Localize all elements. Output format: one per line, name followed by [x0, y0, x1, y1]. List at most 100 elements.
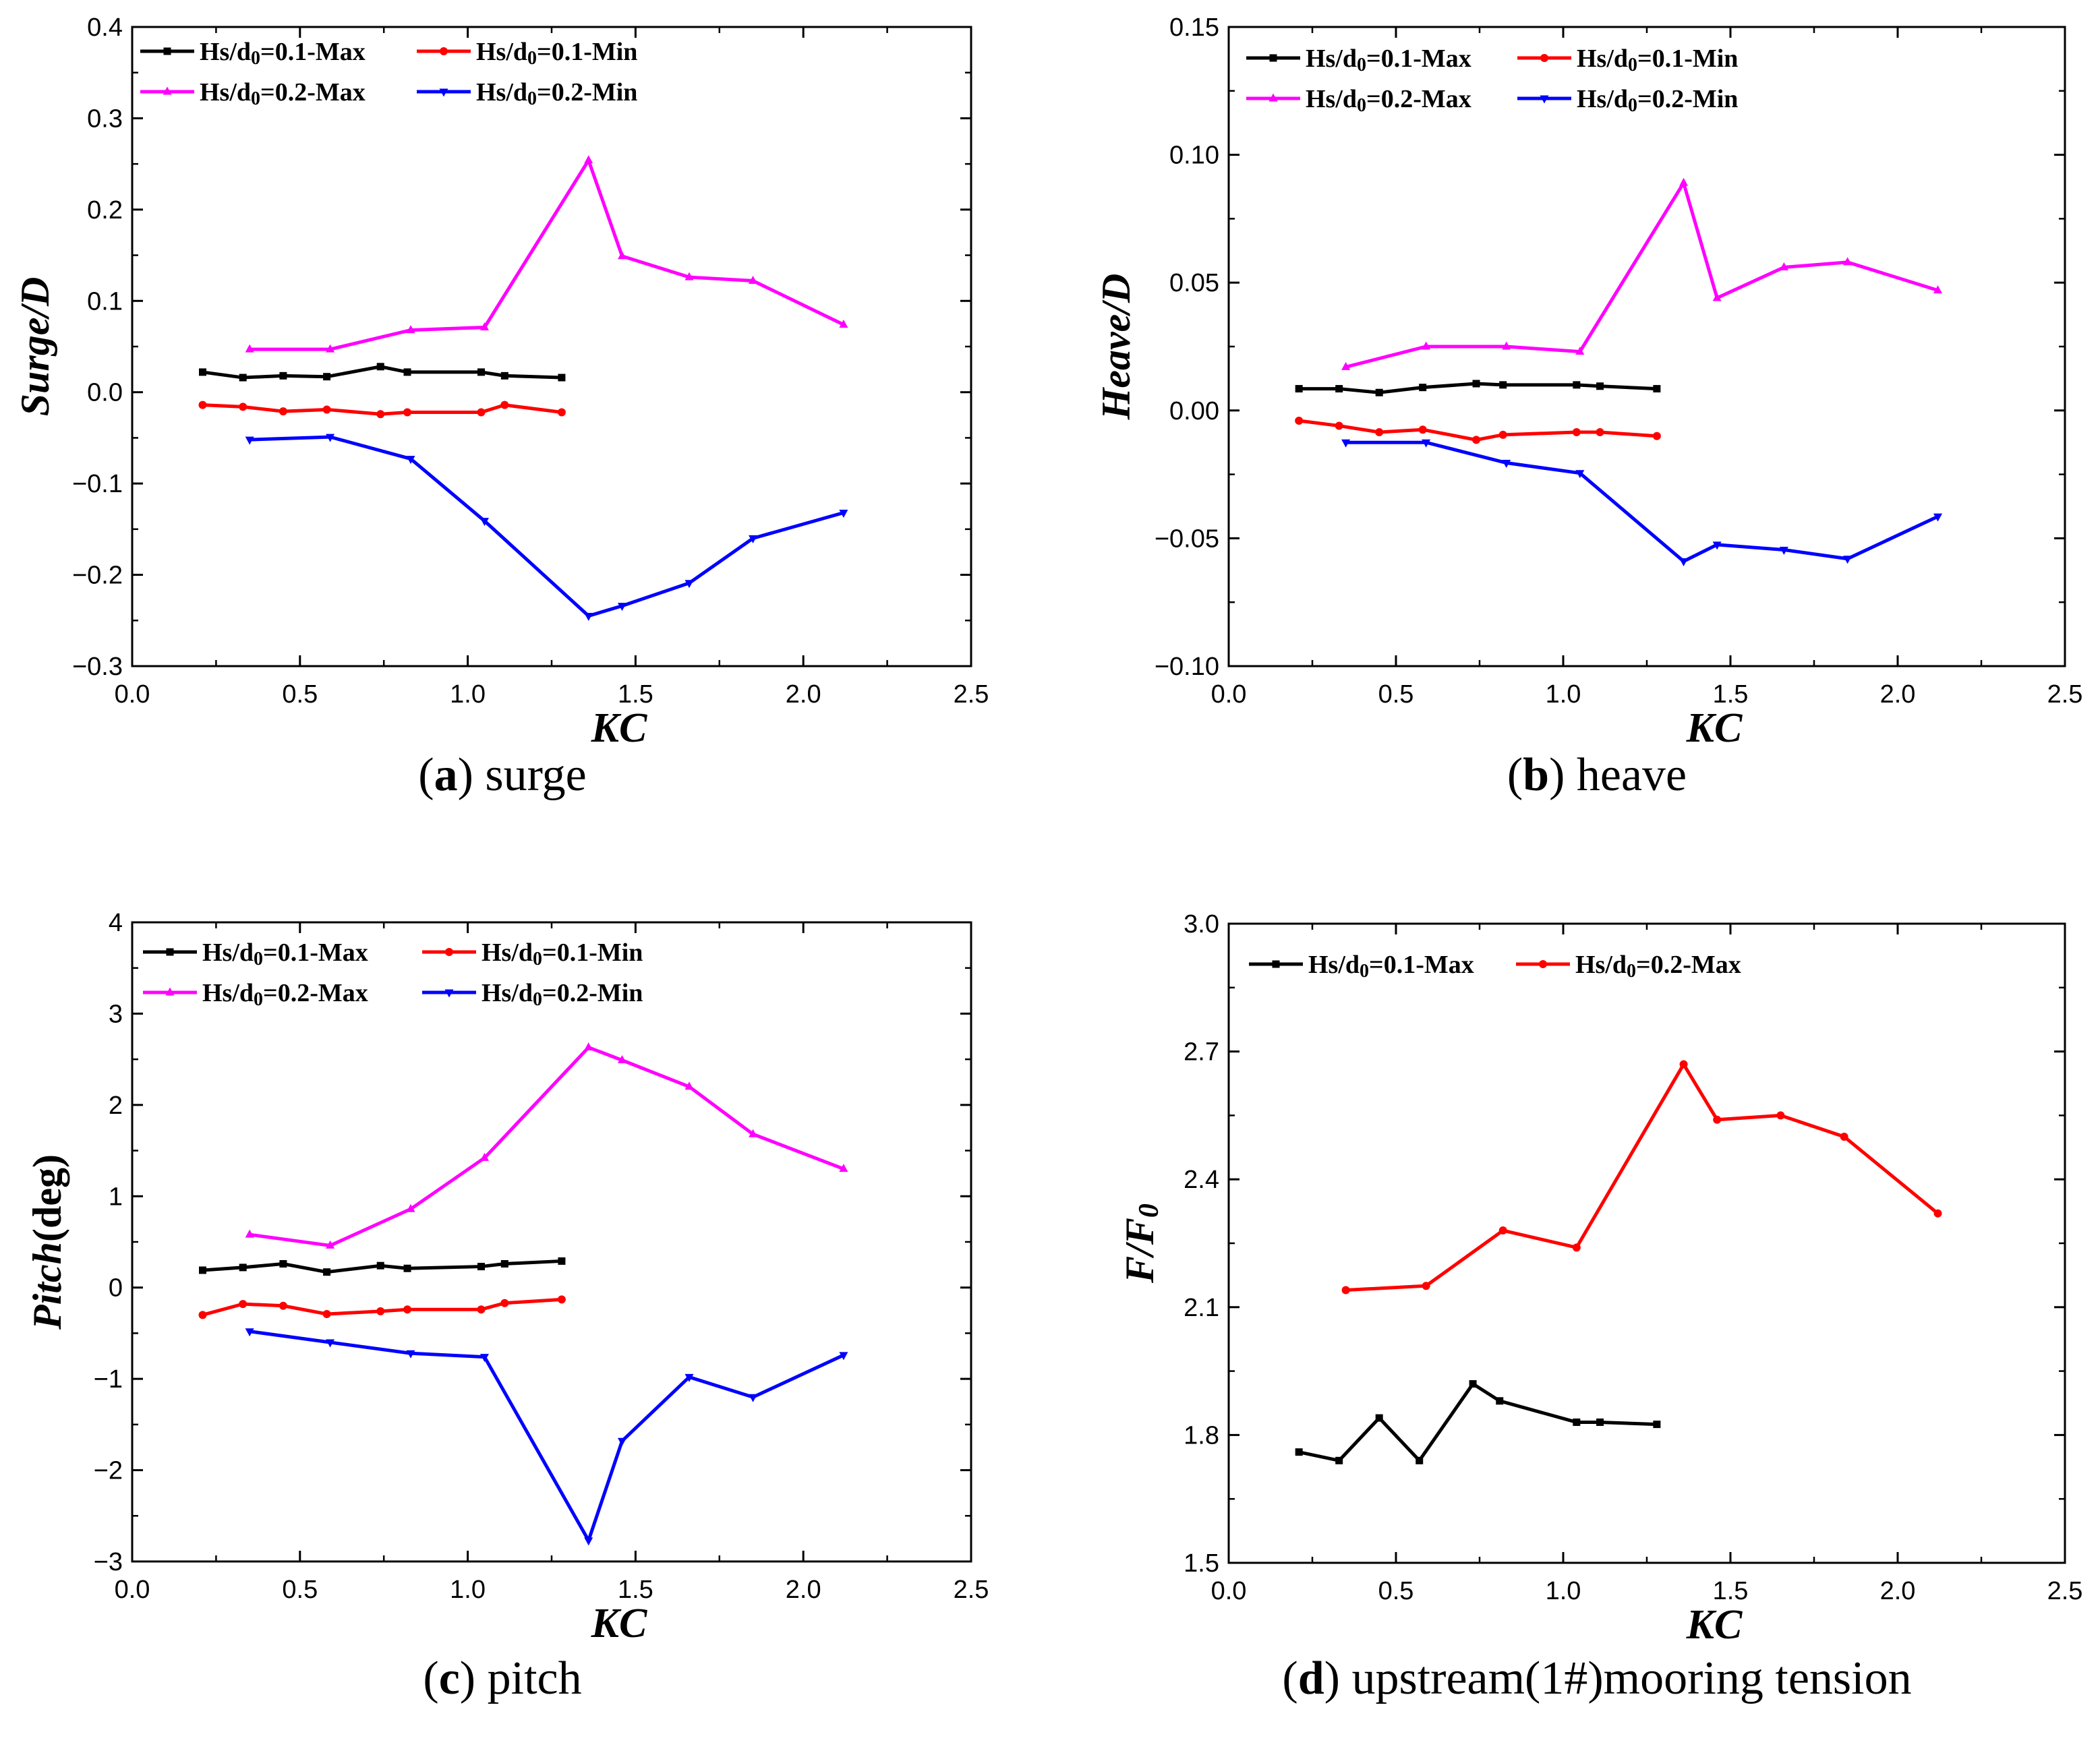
data-point	[239, 1263, 247, 1272]
legend-label: Hs/d0=0.2-Min	[476, 78, 637, 109]
legend-label-subscript: 0	[527, 88, 537, 109]
data-point	[1498, 1226, 1507, 1235]
plot-frame	[131, 26, 972, 667]
data-point	[406, 1350, 415, 1359]
x-tick-label: 1.0	[450, 680, 486, 709]
series-line	[249, 1330, 844, 1545]
data-point	[479, 322, 489, 331]
data-point	[557, 408, 566, 417]
y-tick-label: 2	[109, 1092, 123, 1120]
data-point	[279, 1301, 287, 1310]
data-point	[1572, 428, 1581, 437]
legend-marker	[1272, 960, 1280, 968]
y-tick-label: 0.2	[87, 196, 123, 225]
data-point	[500, 1260, 508, 1268]
data-point	[477, 368, 486, 376]
y-tick-label: 0.10	[1169, 142, 1219, 170]
y-tick-label: 4	[109, 909, 123, 937]
series-Hs/d0=0.1-Min	[198, 400, 566, 419]
x-tick-label: 1.5	[1713, 680, 1749, 709]
y-tick-label: 0.3	[87, 105, 123, 133]
y-tick-label: 0.1	[87, 287, 123, 316]
caption-paren: (	[423, 1652, 439, 1704]
legend-label-subscript: 0	[1628, 95, 1637, 116]
data-point	[1933, 1209, 1942, 1218]
legend-marker	[445, 948, 453, 956]
legend-label-subscript: 0	[533, 949, 542, 970]
data-point	[1499, 381, 1507, 389]
series-line	[1345, 1061, 1939, 1292]
x-tick-label: 1.0	[1546, 1577, 1581, 1605]
data-point	[839, 319, 848, 328]
legend-label-subscript: 0	[1357, 95, 1366, 116]
data-point	[403, 1305, 412, 1314]
y-axis-title-main: Pitch	[25, 1242, 69, 1330]
y-tick-label: 1.8	[1184, 1421, 1219, 1450]
legend-label-part: Hs/d	[476, 78, 527, 107]
legend-label-subscript: 0	[251, 48, 260, 69]
panel-caption-b: (b) heave	[1507, 748, 1687, 802]
series-Hs/d0=0.1-Max	[198, 1257, 566, 1276]
data-point	[279, 407, 287, 416]
caption-paren: )	[1324, 1652, 1352, 1704]
legend-marker	[1540, 95, 1549, 104]
data-point	[477, 1305, 486, 1314]
y-tick-label: −1	[94, 1365, 123, 1394]
series-line	[1345, 179, 1939, 369]
legend-label: Hs/d0=0.2-Max	[202, 979, 368, 1010]
data-point	[239, 374, 247, 382]
caption-text: surge	[485, 749, 587, 801]
data-point	[1843, 257, 1853, 266]
data-point	[376, 1307, 385, 1315]
data-point	[1713, 1115, 1722, 1124]
x-tick-label: 2.5	[2047, 1577, 2083, 1605]
legend-marker	[1540, 54, 1548, 62]
x-tick-label: 2.5	[954, 680, 989, 709]
legend-label-subscript: 0	[254, 989, 263, 1010]
legend-label-part: =0.1-Max	[1366, 44, 1471, 73]
legend-label-part: =0.1-Min	[1637, 44, 1738, 73]
legend-label-part: Hs/d	[1577, 85, 1628, 113]
data-point	[376, 363, 384, 371]
data-point	[1418, 425, 1427, 434]
data-point	[1335, 421, 1343, 430]
y-axis-title-main: F/F	[1117, 1218, 1162, 1284]
data-point	[1596, 1418, 1604, 1426]
series-line	[249, 1045, 844, 1247]
chart-panel-c: 0.0 0.5 1.0 1.5 2.0 2.5 −3 −2 −1 0 1 2 3 4 KC Pitch(deg…	[25, 909, 989, 1646]
y-tick-label: 3.0	[1184, 910, 1219, 939]
legend-label-subscript: 0	[1627, 961, 1636, 982]
data-point	[323, 1268, 331, 1276]
chart-panel-d: 0.0 0.5 1.0 1.5 2.0 2.5 1.5 1.8 2.1 2.4 2.7 3.0 KC F/…	[1117, 910, 2082, 1648]
series-Hs/d0=0.2-Max	[1341, 177, 1943, 370]
data-point	[326, 434, 335, 442]
data-point	[1498, 430, 1507, 439]
data-point	[279, 1260, 287, 1268]
legend-label-subscript: 0	[527, 48, 537, 69]
caption-paren: (	[418, 749, 434, 801]
x-axis-title: KC	[1686, 705, 1743, 751]
plot-frame	[1227, 922, 2066, 1564]
legend-marker	[444, 989, 454, 998]
data-point	[403, 408, 412, 417]
y-axis-title-main: Heave/D	[1094, 274, 1138, 421]
legend-label-part: =0.2-Max	[1636, 951, 1741, 979]
y-tick-label: −0.2	[72, 562, 123, 590]
x-tick-label: 0.5	[1378, 1577, 1414, 1605]
caption-text: pitch	[487, 1652, 582, 1704]
series-Hs/d0=0.2-Max	[245, 1042, 848, 1249]
data-point	[584, 1042, 593, 1051]
y-tick-label: 2.7	[1184, 1038, 1219, 1067]
data-point	[1496, 1397, 1504, 1405]
data-point	[406, 456, 415, 465]
data-point	[1679, 558, 1689, 567]
data-point	[1416, 1456, 1424, 1464]
data-point	[479, 1152, 489, 1161]
caption-text: upstream(1#)mooring tension	[1351, 1652, 1912, 1704]
legend-label-part: Hs/d	[1308, 951, 1360, 979]
x-axis-title: KC	[591, 705, 647, 751]
y-tick-label: 0.0	[87, 379, 123, 407]
legend-label-part: Hs/d	[1577, 44, 1628, 73]
legend-label-part: =0.2-Min	[537, 78, 637, 107]
